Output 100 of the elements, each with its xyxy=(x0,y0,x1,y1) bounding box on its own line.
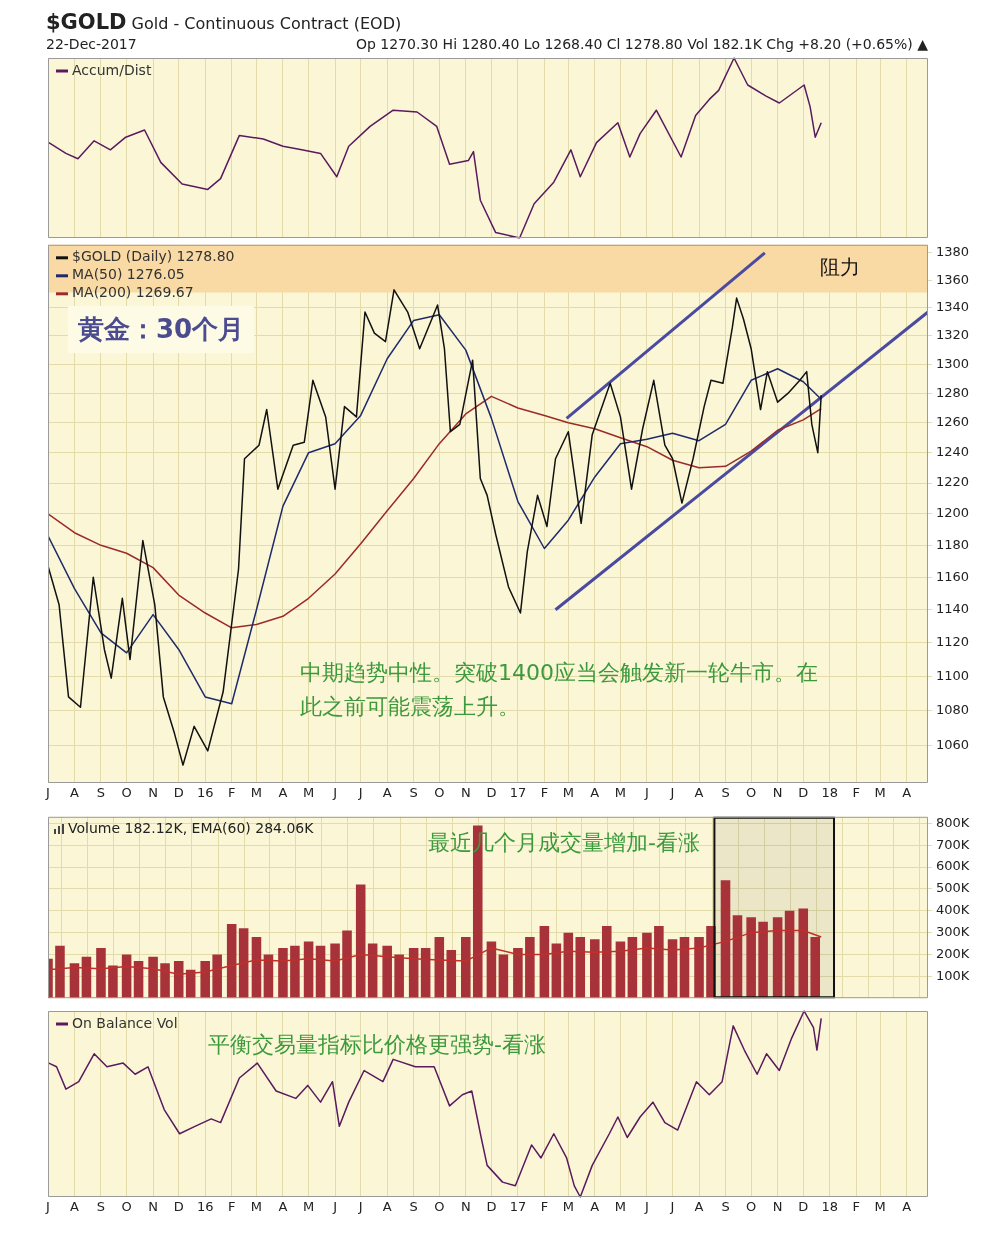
bar xyxy=(212,954,222,999)
bar xyxy=(278,947,288,999)
bar xyxy=(200,961,210,999)
x-tick-label: F xyxy=(227,785,236,801)
annotation: 平衡交易量指标比价格更强势-看涨 xyxy=(208,1031,546,1059)
y-tick-label: 500K xyxy=(936,880,970,896)
bar xyxy=(513,947,523,999)
bar xyxy=(746,917,756,999)
bar xyxy=(627,937,638,999)
x-tick-label: A xyxy=(70,785,80,801)
x-tick-label: N xyxy=(460,1199,471,1215)
bar xyxy=(160,963,170,999)
x-tick-label: F xyxy=(540,785,549,801)
y-tick-label: 1140 xyxy=(936,601,970,617)
x-tick-label: 16 xyxy=(196,1199,214,1215)
bar xyxy=(784,910,795,999)
x-tick-label: M xyxy=(614,785,627,801)
x-tick-label: O xyxy=(121,785,132,801)
bar xyxy=(732,915,743,999)
x-tick-label: S xyxy=(409,785,418,801)
x-tick-label: J xyxy=(45,1199,50,1215)
x-tick-label: J xyxy=(45,785,50,801)
x-tick-label: 17 xyxy=(509,1199,527,1215)
x-tick-label: M xyxy=(562,1199,574,1215)
x-tick-label: D xyxy=(173,1199,184,1215)
y-tick-label: 1120 xyxy=(936,634,970,650)
bar xyxy=(498,954,509,999)
x-tick-label: S xyxy=(409,1199,418,1215)
y-tick-label: 1180 xyxy=(936,536,970,552)
bar xyxy=(238,928,249,999)
bar xyxy=(575,937,586,999)
x-tick-label: 18 xyxy=(821,1199,839,1215)
bar xyxy=(539,926,550,999)
x-tick-label: J xyxy=(643,785,649,801)
x-tick-label: J xyxy=(332,785,337,801)
y-tick-label: 1160 xyxy=(936,568,970,584)
y-tick-label: 1260 xyxy=(936,414,970,430)
x-tick-label: 17 xyxy=(509,785,527,801)
text: Op 1270.30 Hi 1280.40 Lo 1268.40 Cl 1278.80 Vol 182.1K Chg +8.20 (+0.65%) ▲ xyxy=(355,36,928,52)
y-tick-label: 1100 xyxy=(936,667,970,683)
bar xyxy=(461,937,471,999)
bar xyxy=(226,923,237,999)
bar xyxy=(798,908,809,999)
bar xyxy=(148,956,158,999)
bar xyxy=(108,965,118,999)
x-tick-label: N xyxy=(772,1199,783,1215)
y-tick-label: 1360 xyxy=(936,271,970,287)
x-tick-label: J xyxy=(332,1199,337,1215)
y-tick-label: 300K xyxy=(936,924,970,940)
x-tick-label: D xyxy=(173,785,184,801)
bar xyxy=(446,950,457,999)
x-tick-label: J xyxy=(669,785,675,801)
y-tick-label: 800K xyxy=(936,814,970,830)
y-tick-label: 1220 xyxy=(936,474,970,490)
y-tick-label: 1060 xyxy=(936,737,970,752)
legend-label: On Balance Vol xyxy=(72,1014,178,1031)
x-tick-label: N xyxy=(460,785,471,801)
bar xyxy=(642,932,652,999)
x-tick-label: S xyxy=(721,785,730,801)
y-tick-label: 1200 xyxy=(936,505,970,521)
x-tick-label: A xyxy=(694,785,704,801)
bar xyxy=(486,941,497,999)
bar xyxy=(263,954,274,999)
x-tick-label: S xyxy=(721,1199,730,1215)
y-tick-label: 1240 xyxy=(936,444,970,460)
bar xyxy=(720,880,731,999)
y-tick-label: 1320 xyxy=(936,327,970,343)
x-tick-label: A xyxy=(382,785,392,801)
y-tick-label: 600K xyxy=(936,858,970,874)
x-tick-label: A xyxy=(694,1199,704,1215)
x-tick-label: F xyxy=(227,1199,236,1215)
x-tick-label: A xyxy=(382,1199,392,1215)
band-label: 阻力 xyxy=(820,254,860,279)
x-tick-label: M xyxy=(250,1199,263,1215)
legend-label: MA(50) 1276.05 xyxy=(72,266,185,283)
y-tick-label: 1080 xyxy=(936,702,970,718)
chart-title: $GOLD Gold - Continuous Contract (EOD) xyxy=(46,10,402,34)
y-tick-label: 1380 xyxy=(936,244,970,260)
x-tick-label: A xyxy=(70,1199,80,1215)
x-tick-label: A xyxy=(278,1199,288,1215)
x-tick-label: D xyxy=(798,785,809,801)
x-tick-label: A xyxy=(590,785,600,801)
x-tick-label: M xyxy=(874,1199,886,1215)
bar xyxy=(290,945,300,999)
x-tick-label: J xyxy=(357,785,363,801)
bar xyxy=(590,939,600,999)
legend-label: Accum/Dist xyxy=(72,61,152,78)
legend-label: $GOLD (Daily) 1278.80 xyxy=(72,248,235,265)
annotation: 中期趋势中性。突破1400应当会触发新一轮牛市。在此之前可能震荡上升。 xyxy=(300,659,819,721)
bar xyxy=(121,954,132,999)
y-tick-label: 200K xyxy=(936,945,970,961)
bar xyxy=(382,945,392,999)
x-tick-label: M xyxy=(302,785,315,801)
x-tick-label: N xyxy=(148,785,158,801)
x-tick-label: M xyxy=(562,785,574,801)
y-tick-label: 400K xyxy=(936,902,970,918)
x-tick-label: A xyxy=(902,1199,912,1215)
x-tick-label: F xyxy=(852,785,860,801)
x-tick-label: O xyxy=(121,1199,132,1215)
x-tick-label: D xyxy=(486,785,497,801)
